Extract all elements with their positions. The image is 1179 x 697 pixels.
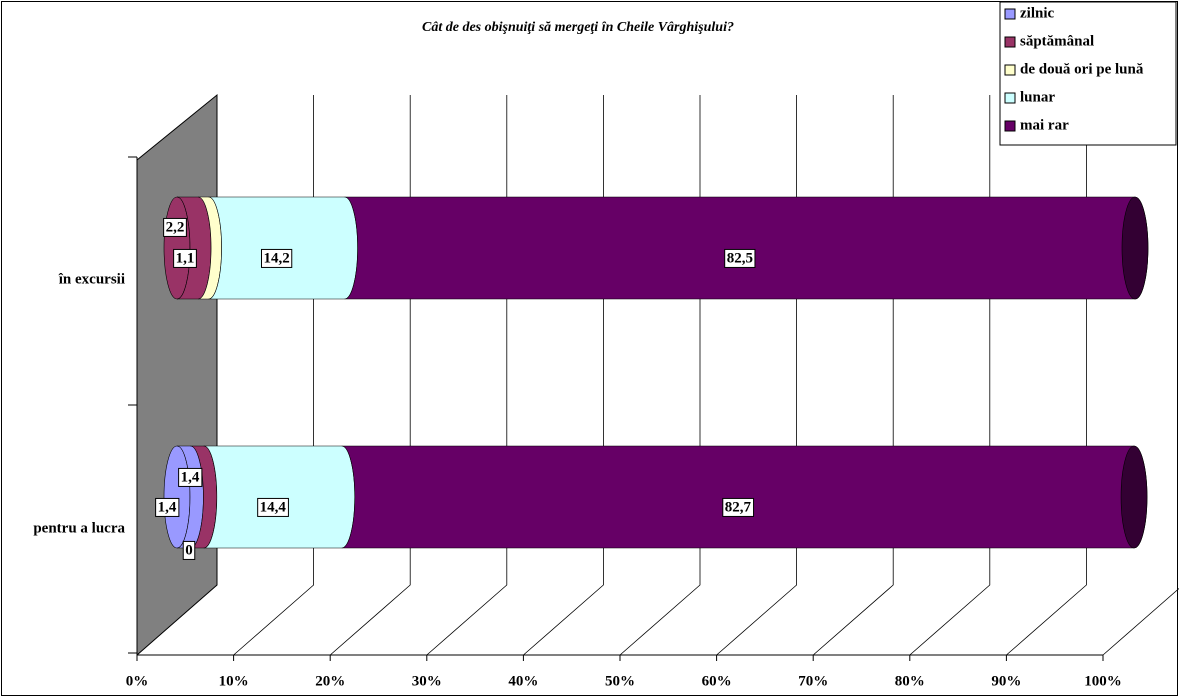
data-label-group: 0 [182,540,196,560]
legend-label: mai rar [1020,117,1069,133]
data-label-box [173,248,197,268]
x-tick-label: 80% [895,673,925,689]
legend-swatch [1004,8,1016,20]
back-wall [136,93,218,657]
x-tick-label: 70% [798,673,828,689]
bar-segment [203,445,356,549]
bar-end [1120,445,1148,549]
data-label: 1,4 [181,469,200,485]
data-label-group: 1,1 [173,248,197,268]
bar-segment [341,445,1148,549]
data-label: 82,7 [725,499,752,515]
data-label-box [155,497,180,517]
x-tick-label: 60% [702,673,732,689]
y-tick-label: în excursii [58,271,125,287]
y-tick-label: pentru a lucra [33,520,125,536]
data-label-box [163,217,187,237]
data-label-group: 82,7 [722,497,755,517]
legend-swatch [1004,120,1016,132]
data-label: 14,2 [264,250,290,266]
data-label-group: 2,2 [163,217,187,237]
bar-segment [208,196,358,300]
bar-segment [344,196,1149,300]
legend-label: lunar [1020,89,1055,105]
data-label: 2,2 [166,219,185,235]
x-tick-label: 100% [1084,673,1122,689]
data-label-box [724,248,756,268]
data-label-group: 1,4 [155,497,180,517]
legend-label: de două ori pe lună [1020,61,1144,77]
data-label: 14,4 [260,499,287,515]
legend-swatch [1004,36,1016,48]
bar-end [1121,196,1149,300]
x-tick-label: 90% [991,673,1021,689]
data-label: 1,1 [176,250,195,266]
x-tick-label: 0% [126,673,149,689]
legend-swatch [1004,64,1016,76]
chart-title: Cât de des obişnuiţi să mergeţi în Cheil… [422,20,734,35]
data-label: 1,4 [158,499,177,515]
data-label-group: 82,5 [724,248,756,268]
data-label-box [257,497,289,517]
x-tick-label: 40% [508,673,538,689]
x-tick-label: 20% [315,673,345,689]
data-label-box [178,467,203,487]
data-label-box [722,497,755,517]
grid-line [1102,587,1179,656]
x-tick-label: 50% [605,673,635,689]
data-label: 82,5 [727,250,753,266]
legend-label: zilnic [1020,5,1055,21]
legend-box [999,1,1177,146]
legend-swatch [1004,92,1016,104]
x-tick-label: 30% [412,673,442,689]
data-label-box [182,540,196,560]
data-label: 0 [185,542,193,558]
data-label-group: 1,4 [178,467,203,487]
data-label-group: 14,4 [257,497,289,517]
x-tick-label: 10% [219,673,249,689]
legend-label: săptămânal [1020,33,1094,49]
data-label-box [261,248,293,268]
data-label-group: 14,2 [261,248,293,268]
